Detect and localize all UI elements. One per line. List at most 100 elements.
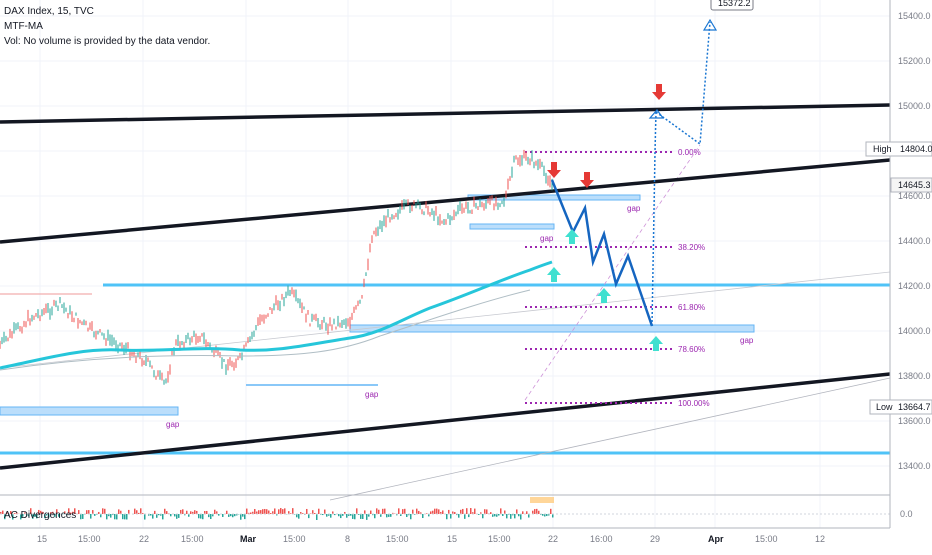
oscillator-bar — [116, 514, 118, 519]
up-arrow-icon — [597, 288, 611, 303]
oscillator-bar — [356, 508, 358, 514]
gap-box[interactable] — [470, 224, 554, 229]
oscillator-bar — [494, 514, 496, 516]
oscillator-bar — [474, 509, 476, 514]
oscillator-bar — [142, 513, 144, 514]
gap-zones[interactable] — [0, 195, 754, 415]
oscillator-bar — [314, 513, 316, 514]
oscillator-bar — [166, 511, 168, 514]
oscillator-bar — [86, 510, 88, 514]
thin-trendline[interactable] — [330, 378, 890, 500]
high-label: High — [873, 144, 892, 154]
oscillator-bar — [262, 509, 264, 514]
oscillator-bar — [82, 514, 84, 519]
oscillator-bar — [398, 508, 400, 514]
oscillator-tick: 0.0 — [900, 509, 913, 519]
oscillator-bar — [154, 511, 156, 514]
moving-average-line[interactable] — [0, 262, 552, 368]
chart-legend[interactable]: DAX Index, 15, TVC MTF-MA Vol: No volume… — [4, 4, 210, 49]
oscillator-bar — [434, 509, 436, 514]
price-tick: 14000.0 — [898, 326, 931, 336]
price-tick: 14200.0 — [898, 281, 931, 291]
time-tick: 29 — [650, 534, 660, 544]
oscillator-bar — [106, 514, 108, 519]
price-axis[interactable] — [890, 0, 932, 528]
oscillator-bar — [274, 508, 276, 514]
oscillator-bar — [80, 514, 82, 519]
oscillator-bar — [174, 514, 176, 516]
oscillator-bar — [240, 514, 242, 520]
oscillator-bar — [450, 514, 452, 519]
oscillator-bar — [198, 514, 200, 518]
time-tick: 8 — [345, 534, 350, 544]
oscillator-bar — [170, 514, 172, 516]
oscillator-bar — [526, 511, 528, 514]
gap-label: gap — [740, 336, 754, 345]
oscillator-bar — [436, 509, 438, 514]
trendline-middle[interactable] — [0, 160, 890, 242]
oscillator-bar — [214, 510, 216, 514]
projected-path[interactable] — [552, 180, 652, 326]
fib-label-382: 38.20% — [678, 243, 705, 252]
gap-box[interactable] — [0, 407, 178, 415]
oscillator-bar — [268, 511, 270, 514]
oscillator-bar — [484, 509, 486, 514]
oscillator-bar — [234, 514, 236, 516]
oscillator-bar — [104, 509, 106, 514]
time-tick: Apr — [708, 534, 724, 544]
projected-target-path[interactable] — [656, 22, 710, 144]
oscillator-bar — [326, 514, 328, 517]
oscillator-bar — [404, 509, 406, 514]
oscillator-highlight — [530, 497, 554, 503]
trendline-upper[interactable] — [0, 105, 890, 122]
price-tick: 13400.0 — [898, 461, 931, 471]
oscillator-bar — [478, 514, 480, 515]
oscillator-bar — [402, 509, 404, 514]
oscillator-bar — [308, 514, 310, 518]
oscillator-bar — [366, 514, 368, 520]
oscillator-bar — [426, 513, 428, 514]
oscillator-bar — [230, 514, 232, 516]
oscillator-bar — [538, 511, 540, 514]
oscillator-bar — [318, 509, 320, 514]
oscillator-bar — [176, 514, 178, 519]
oscillator-bar — [346, 514, 348, 518]
oscillator-bar — [358, 514, 360, 515]
oscillator-bar — [150, 514, 152, 516]
oscillator-bar — [124, 514, 126, 519]
oscillator-bar — [282, 509, 284, 514]
oscillator-bar — [458, 514, 460, 518]
oscillator-bar — [542, 514, 544, 516]
oscillator-bar — [322, 514, 324, 515]
down-arrow-icon — [652, 84, 666, 100]
gap-label: gap — [365, 390, 379, 399]
price-tick: 15200.0 — [898, 56, 931, 66]
time-tick: 15 — [37, 534, 47, 544]
oscillator-bar — [412, 510, 414, 514]
oscillator-bar — [504, 511, 506, 514]
oscillator-bar — [498, 514, 500, 516]
target-label: 15372.2 — [718, 0, 751, 8]
symbol-title[interactable]: DAX Index, 15, TVC — [4, 4, 210, 19]
oscillator-bar — [414, 514, 416, 515]
gap-label: gap — [166, 420, 180, 429]
oscillator-bar — [222, 514, 224, 517]
oscillator-bar — [522, 511, 524, 514]
oscillator-bar — [88, 510, 90, 514]
oscillator-bar — [266, 509, 268, 514]
oscillator-bar — [200, 514, 202, 519]
oscillator-bar — [280, 508, 282, 514]
oscillator-bar — [78, 510, 80, 514]
oscillator-bar — [376, 508, 378, 514]
oscillator-title[interactable]: AC Divergences — [4, 510, 76, 521]
price-tick: 15000.0 — [898, 101, 931, 111]
oscillator-bar — [536, 509, 538, 514]
oscillator-bar — [384, 509, 386, 514]
oscillator-bar — [302, 513, 304, 514]
oscillator-bar — [362, 514, 364, 519]
oscillator-bar — [330, 514, 332, 518]
indicator-name[interactable]: MTF-MA — [4, 19, 210, 34]
oscillator-bar — [264, 509, 266, 514]
